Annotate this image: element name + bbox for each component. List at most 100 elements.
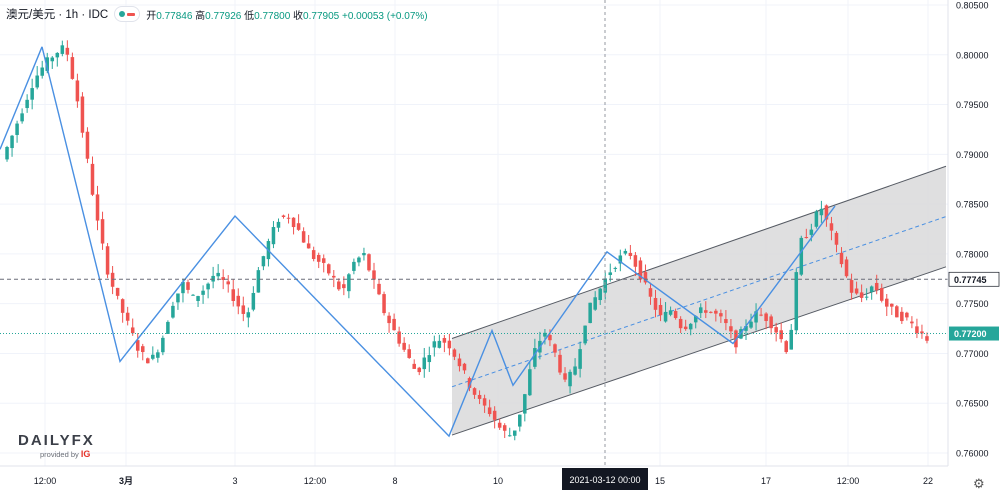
candle-body <box>638 260 643 280</box>
candle <box>678 316 683 334</box>
candle-body <box>407 349 411 358</box>
candle-body <box>442 338 447 343</box>
candle <box>291 217 296 235</box>
candle-body <box>85 131 90 159</box>
candle-body <box>80 96 85 133</box>
candle <box>256 267 261 293</box>
candle-body <box>890 303 894 307</box>
candle-body <box>296 223 301 230</box>
candle-body <box>75 80 80 102</box>
candle <box>70 52 75 80</box>
candles <box>5 40 929 441</box>
candle <box>553 343 557 358</box>
candle <box>30 78 34 110</box>
candle-body <box>709 311 713 313</box>
candle <box>573 358 577 376</box>
candle <box>241 296 246 322</box>
high-value: 0.77926 <box>205 10 242 22</box>
candle <box>140 343 145 361</box>
candle-body <box>874 282 879 291</box>
candle <box>673 308 678 320</box>
candle-body <box>337 281 341 290</box>
candle <box>523 393 527 422</box>
candle <box>311 246 316 262</box>
candle-body <box>221 277 225 280</box>
candle <box>417 366 422 376</box>
candle-body <box>583 325 587 344</box>
candle-body <box>920 331 924 334</box>
candle <box>246 307 251 328</box>
candle-body <box>241 305 246 314</box>
time-tick-label: 17 <box>761 476 771 486</box>
candle-body <box>35 75 39 88</box>
candle-body <box>191 294 195 296</box>
candle <box>749 313 753 329</box>
candle-body <box>618 255 623 264</box>
candle <box>301 227 306 243</box>
candle-body <box>387 315 391 324</box>
candle <box>151 346 155 361</box>
candle <box>161 335 165 356</box>
delay-icon <box>127 12 136 16</box>
candle <box>296 214 301 231</box>
candle <box>819 200 824 223</box>
candle <box>206 282 210 299</box>
candle <box>834 231 839 253</box>
candle-body <box>311 250 316 260</box>
candle <box>196 295 200 307</box>
symbol-label[interactable]: 澳元/美元 · 1h · IDC <box>6 9 109 21</box>
price-tick-label: 0.76000 <box>956 449 989 459</box>
candle-body <box>819 208 824 216</box>
candle <box>447 333 452 356</box>
candle <box>35 66 39 90</box>
candle-body <box>206 283 210 290</box>
candle <box>231 279 236 307</box>
candle-body <box>472 388 477 395</box>
candle-body <box>261 256 266 267</box>
close-label: 收 <box>293 10 304 22</box>
candle <box>216 264 220 281</box>
candle-body <box>693 316 698 323</box>
candle-body <box>829 223 834 231</box>
candle-body <box>452 349 457 357</box>
candle-body <box>151 354 155 359</box>
time-axis-bg <box>0 466 1000 492</box>
time-axis: 12:00 3月 3 12:00 8 10 15 17 12:00 22 2021-03-12 00… <box>0 465 1000 492</box>
candle <box>704 301 708 319</box>
price-label-box <box>948 271 1000 287</box>
candle <box>759 307 763 317</box>
status-indicator[interactable] <box>114 6 141 22</box>
gear-icon[interactable]: ⚙ <box>973 476 985 491</box>
candle <box>784 339 788 354</box>
candle-body <box>95 194 100 221</box>
candle-body <box>15 123 19 135</box>
candle-body <box>146 358 150 364</box>
time-tick-label: 12:00 <box>304 476 327 486</box>
candle-body <box>673 311 678 319</box>
candle-body <box>487 407 492 415</box>
candle-body <box>905 312 909 318</box>
candle-body <box>171 305 175 318</box>
candle-body <box>804 237 809 239</box>
candle-body <box>598 288 602 301</box>
candle <box>251 286 256 312</box>
candle-body <box>839 252 844 265</box>
candle-body <box>548 334 552 341</box>
candle <box>683 319 688 331</box>
candle <box>477 390 482 405</box>
candle-body <box>744 325 748 331</box>
time-tick-label: 15 <box>655 476 665 486</box>
candle-body <box>427 355 432 363</box>
candle-body <box>352 261 356 271</box>
candle-body <box>412 363 416 369</box>
candle <box>653 289 658 318</box>
candle-body <box>754 311 758 323</box>
candle-body <box>326 264 331 274</box>
candle <box>543 328 547 345</box>
candle-body <box>648 288 653 297</box>
candle-body <box>276 221 281 228</box>
candle <box>487 399 492 417</box>
candle <box>482 394 487 413</box>
